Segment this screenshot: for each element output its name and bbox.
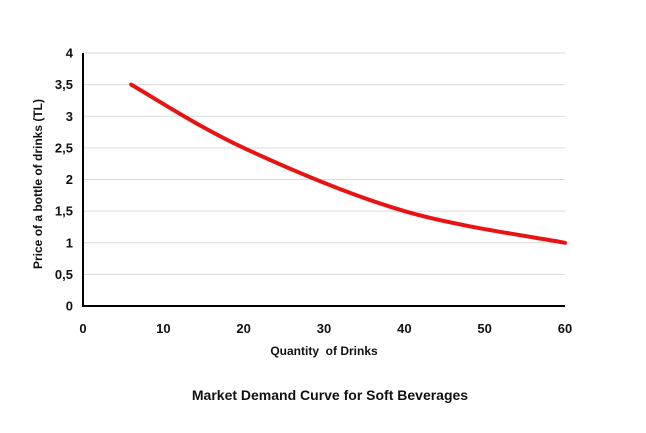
x-tick-label: 30: [317, 321, 331, 336]
y-axis-tick-labels: 0 0,5 1 1,5 2 2,5 3 3,5 4: [55, 46, 74, 314]
axes: [82, 53, 565, 307]
y-tick-label: 2,5: [55, 140, 73, 155]
y-tick-label: 2: [66, 172, 73, 187]
y-tick-label: 1: [66, 235, 73, 250]
x-tick-label: 50: [477, 321, 491, 336]
y-axis-title: Price of a bottle of drinks (TL): [31, 99, 45, 269]
x-tick-label: 10: [156, 321, 170, 336]
x-tick-label: 0: [79, 321, 86, 336]
x-tick-label: 20: [236, 321, 250, 336]
y-tick-label: 0: [66, 299, 73, 314]
x-axis-tick-labels: 0 10 20 30 40 50 60: [79, 321, 572, 336]
x-tick-label: 40: [397, 321, 411, 336]
demand-line: [129, 82, 567, 245]
y-tick-label: 0,5: [55, 267, 73, 282]
y-tick-label: 1,5: [55, 204, 73, 219]
gridlines: [83, 52, 565, 275]
chart-title: Market Demand Curve for Soft Beverages: [192, 387, 468, 403]
y-tick-label: 4: [66, 46, 74, 61]
x-tick-label: 60: [558, 321, 572, 336]
y-tick-label: 3,5: [55, 77, 73, 92]
y-tick-label: 3: [66, 109, 73, 124]
x-axis-title: Quantity of Drinks: [270, 344, 378, 358]
